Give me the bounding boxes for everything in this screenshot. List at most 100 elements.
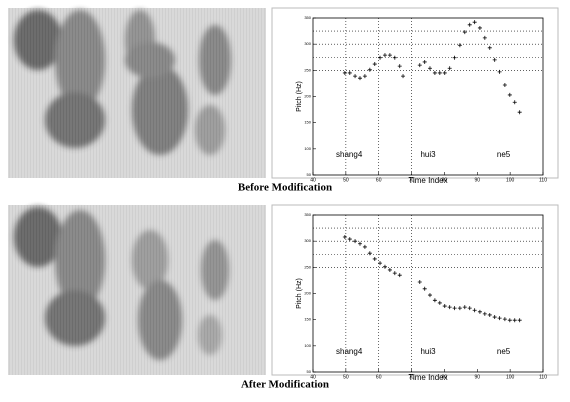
- point: [347, 70, 352, 75]
- y-tick-label: 250: [304, 264, 311, 269]
- y-tick-label: 200: [304, 94, 311, 99]
- y-tick-label: 350: [304, 15, 311, 20]
- point: [362, 244, 367, 249]
- point: [517, 110, 522, 115]
- caption: Before Modification: [238, 182, 332, 194]
- spectrogram-after: [8, 205, 266, 375]
- spectrogram-before: [8, 8, 266, 178]
- point: [367, 67, 372, 72]
- x-tick-label: 70: [409, 374, 415, 380]
- x-tick-label: 40: [310, 374, 316, 380]
- x-tick-label: 110: [539, 374, 547, 380]
- y-tick-label: 100: [304, 146, 311, 151]
- point: [372, 62, 377, 67]
- point: [422, 286, 427, 291]
- y-tick-label: 150: [304, 120, 311, 125]
- point: [512, 318, 517, 323]
- point: [347, 237, 352, 242]
- point: [482, 35, 487, 40]
- y-tick-label: 200: [304, 291, 311, 296]
- point: [457, 43, 462, 48]
- point: [432, 70, 437, 75]
- point: [517, 318, 522, 323]
- y-tick-label: 350: [304, 212, 311, 217]
- point: [497, 316, 502, 321]
- point: [447, 66, 452, 71]
- point: [397, 273, 402, 278]
- point: [442, 70, 447, 75]
- x-tick-label: 40: [310, 177, 316, 183]
- point: [437, 300, 442, 305]
- point: [457, 306, 462, 311]
- point: [417, 63, 422, 68]
- point: [427, 293, 432, 298]
- point: [353, 239, 358, 244]
- point: [487, 45, 492, 50]
- annotation: ne5: [497, 347, 511, 356]
- annotation: shang4: [336, 150, 363, 159]
- point: [492, 315, 497, 320]
- point: [512, 100, 517, 105]
- y-tick-label: 150: [304, 317, 311, 322]
- point: [401, 74, 406, 79]
- point: [472, 308, 477, 313]
- y-tick-label: 250: [304, 67, 311, 72]
- point: [472, 20, 477, 25]
- point: [367, 251, 372, 256]
- point: [432, 298, 437, 303]
- point: [502, 82, 507, 87]
- point: [507, 318, 512, 323]
- y-tick-label: 50: [307, 369, 312, 374]
- point: [387, 53, 392, 58]
- annotation: shang4: [336, 347, 363, 356]
- x-tick-label: 80: [442, 374, 448, 380]
- point: [467, 306, 472, 311]
- point: [342, 70, 347, 75]
- point: [362, 74, 367, 79]
- annotation: hui3: [420, 347, 436, 356]
- point: [382, 264, 387, 269]
- x-tick-label: 90: [475, 177, 481, 183]
- point: [357, 241, 362, 246]
- point: [353, 74, 358, 79]
- x-tick-label: 110: [539, 177, 547, 183]
- point: [378, 55, 383, 60]
- point: [397, 64, 402, 69]
- point: [357, 76, 362, 81]
- point: [387, 267, 392, 272]
- y-tick-label: 100: [304, 343, 311, 348]
- x-tick-label: 50: [343, 177, 349, 183]
- point: [372, 256, 377, 261]
- point: [447, 305, 452, 310]
- x-tick-label: 50: [343, 374, 349, 380]
- point: [477, 25, 482, 30]
- point: [422, 59, 427, 64]
- point: [382, 53, 387, 58]
- x-tick-label: 100: [506, 177, 515, 183]
- point: [502, 317, 507, 322]
- point: [482, 311, 487, 316]
- point: [462, 305, 467, 310]
- point: [427, 66, 432, 71]
- point: [342, 234, 347, 239]
- point: [442, 304, 447, 309]
- annotation: ne5: [497, 150, 511, 159]
- x-tick-label: 100: [506, 374, 515, 380]
- x-axis-label: Time Index: [408, 373, 447, 382]
- y-axis-label: Pitch (Hz): [296, 81, 303, 112]
- point: [477, 309, 482, 314]
- caption: After Modification: [241, 379, 329, 391]
- y-tick-label: 300: [304, 238, 311, 243]
- point: [392, 55, 397, 60]
- point: [467, 22, 472, 27]
- point: [487, 312, 492, 317]
- point: [452, 306, 457, 311]
- y-axis-label: Pitch (Hz): [296, 278, 303, 309]
- x-tick-label: 60: [376, 177, 382, 183]
- point: [437, 70, 442, 75]
- y-tick-label: 50: [307, 172, 312, 177]
- x-tick-label: 90: [475, 374, 481, 380]
- point: [452, 55, 457, 60]
